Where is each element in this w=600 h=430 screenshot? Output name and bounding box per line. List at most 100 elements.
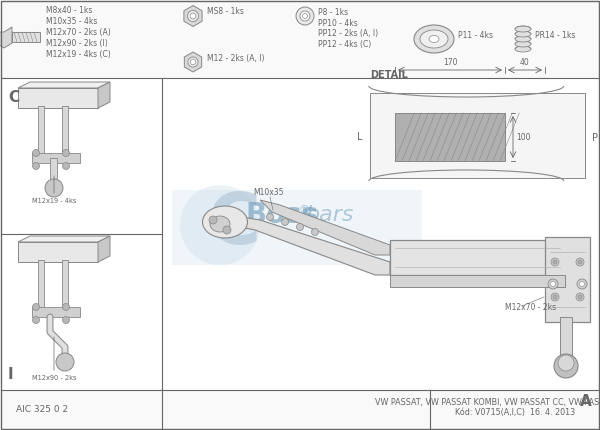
Circle shape [554,354,578,378]
Ellipse shape [210,216,230,232]
Text: L: L [358,132,363,142]
Text: AIC 325 0 2: AIC 325 0 2 [16,405,68,415]
Circle shape [311,228,319,236]
Circle shape [180,185,260,265]
Circle shape [548,279,558,289]
Circle shape [32,316,40,323]
Circle shape [302,13,308,18]
Circle shape [296,224,304,230]
Text: M8x40 - 1ks: M8x40 - 1ks [46,6,92,15]
Polygon shape [230,215,390,275]
Text: M12x19 - 4ks (C): M12x19 - 4ks (C) [46,50,111,59]
Bar [50,158,57,183]
Circle shape [223,226,231,234]
Text: 100: 100 [516,132,530,141]
Text: MS8 - 1ks: MS8 - 1ks [207,7,244,16]
Bar [395,113,505,161]
Circle shape [209,216,217,224]
Bar [18,242,98,262]
Polygon shape [98,236,110,262]
Polygon shape [18,82,110,88]
Circle shape [551,293,559,301]
Circle shape [266,214,274,221]
Text: Kód: V0715(A,I,C)  16. 4. 2013: Kód: V0715(A,I,C) 16. 4. 2013 [455,408,575,417]
Circle shape [32,150,40,157]
Circle shape [576,258,584,266]
Circle shape [296,7,314,25]
Text: M12x19 - 4ks: M12x19 - 4ks [32,198,76,204]
Circle shape [558,355,574,371]
Ellipse shape [515,41,531,47]
Circle shape [62,163,70,169]
Ellipse shape [420,30,448,48]
Text: M12x90 - 2ks: M12x90 - 2ks [32,375,76,381]
Polygon shape [98,82,110,108]
Text: bars: bars [305,205,353,225]
Bar [545,237,590,322]
Circle shape [281,218,289,225]
Circle shape [56,353,74,371]
Text: C: C [207,190,260,259]
Text: M10x35 - 4ks: M10x35 - 4ks [46,17,97,26]
Circle shape [580,282,584,286]
Bar [38,260,44,312]
Text: C: C [8,90,19,105]
Text: ®: ® [299,205,310,215]
Ellipse shape [515,46,531,52]
Text: Boss: Boss [245,201,318,229]
Bar [390,275,565,287]
Polygon shape [260,200,390,255]
Text: PP12 - 4ks (C): PP12 - 4ks (C) [318,40,371,49]
Text: PP12 - 2ks (A, I): PP12 - 2ks (A, I) [318,29,378,38]
Circle shape [553,295,557,299]
Bar [172,190,422,265]
Text: 170: 170 [443,58,457,67]
Bar [32,307,80,317]
Text: DETAIL: DETAIL [370,70,408,80]
Circle shape [190,13,196,19]
Text: 40: 40 [520,58,530,67]
Text: I: I [8,367,14,382]
Bar [62,260,68,312]
Ellipse shape [203,206,248,238]
Text: M12x70 - 2ks: M12x70 - 2ks [505,303,556,312]
Bar [62,106,68,158]
Text: VW PASSAT, VW PASSAT KOMBI, VW PASSAT CC, VW PASSAT ALLTRACK: VW PASSAT, VW PASSAT KOMBI, VW PASSAT CC… [374,398,600,407]
Ellipse shape [414,25,454,53]
Text: P8 - 1ks: P8 - 1ks [318,8,348,17]
Circle shape [577,279,587,289]
Text: M10x35: M10x35 [253,188,283,197]
Circle shape [45,179,63,197]
Circle shape [576,293,584,301]
Circle shape [32,304,40,310]
Circle shape [578,295,582,299]
Circle shape [553,260,557,264]
Polygon shape [0,27,12,48]
Text: A: A [580,394,592,409]
Text: P11 - 4ks: P11 - 4ks [458,31,493,40]
Bar [1,390,599,429]
Circle shape [188,57,198,67]
Bar [38,106,44,158]
Circle shape [300,11,310,21]
Circle shape [551,258,559,266]
Polygon shape [18,236,110,242]
Bar [1,0,599,78]
Ellipse shape [515,36,531,42]
Ellipse shape [515,31,531,37]
Text: M12 - 2ks (A, I): M12 - 2ks (A, I) [207,53,265,62]
Circle shape [551,282,556,286]
Bar [18,88,98,108]
Text: PP10 - 4ks: PP10 - 4ks [318,18,358,28]
Circle shape [190,59,196,65]
Bar [370,93,585,178]
Text: P(R): P(R) [592,132,600,142]
Ellipse shape [515,26,531,32]
Circle shape [62,316,70,323]
Bar [32,153,80,163]
Circle shape [62,304,70,310]
Circle shape [578,260,582,264]
Bar [390,240,565,275]
Text: M12x70 - 2ks (A): M12x70 - 2ks (A) [46,28,111,37]
Circle shape [187,10,199,22]
